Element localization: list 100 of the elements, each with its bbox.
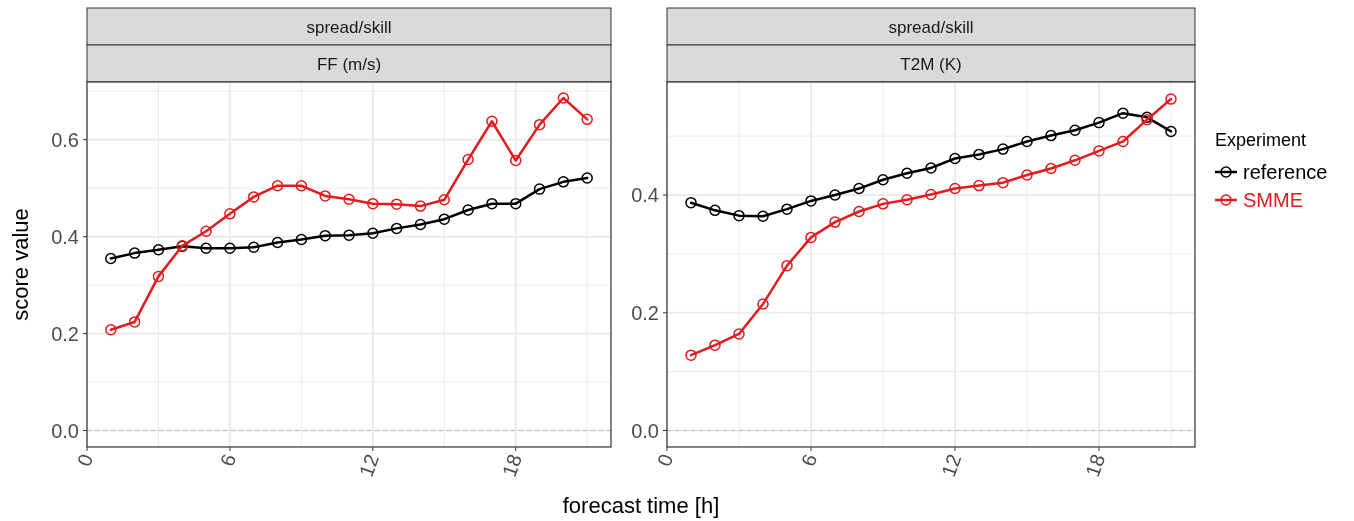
- chart-title: spread/skill: [306, 17, 392, 37]
- x-tick-label: 12: [354, 451, 384, 480]
- point: [1069, 154, 1081, 167]
- point: [390, 198, 403, 210]
- point: [271, 236, 284, 249]
- point: [414, 200, 427, 212]
- point: [128, 247, 141, 259]
- point: [853, 182, 865, 195]
- point: [1021, 169, 1033, 181]
- point: [533, 118, 546, 131]
- point: [805, 195, 817, 207]
- point: [973, 148, 985, 161]
- point: [581, 172, 593, 184]
- x-tick-label: 12: [937, 451, 966, 480]
- point: [509, 154, 522, 167]
- point: [877, 173, 889, 186]
- chart-title: spread/skill: [888, 17, 974, 37]
- x-tick-label: 18: [1081, 451, 1110, 480]
- point: [1093, 116, 1105, 129]
- chart-subtitle: FF (m/s): [316, 54, 382, 74]
- point: [877, 198, 889, 210]
- point: [271, 179, 284, 192]
- legend-label: SMME: [1243, 189, 1303, 211]
- y-axis-title: score value: [8, 208, 33, 321]
- x-tick-label: 0: [652, 451, 678, 470]
- x-tick-label: 0: [72, 451, 98, 470]
- point: [152, 243, 165, 256]
- point: [757, 210, 769, 222]
- point: [925, 188, 937, 201]
- chart-subtitle: T2M (K): [900, 54, 962, 74]
- point: [557, 176, 570, 188]
- point: [343, 193, 355, 206]
- point: [367, 197, 379, 210]
- y-tick-label: 0.2: [51, 322, 79, 345]
- point: [367, 227, 379, 239]
- point: [1165, 93, 1177, 105]
- x-tick-label: 6: [796, 451, 822, 470]
- point: [829, 216, 841, 228]
- point: [224, 242, 236, 255]
- point: [105, 323, 117, 336]
- point: [733, 328, 745, 340]
- point: [581, 113, 593, 126]
- point: [973, 179, 985, 192]
- point: [295, 233, 308, 246]
- y-tick-label: 0.0: [631, 419, 659, 442]
- point: [829, 189, 841, 201]
- point: [685, 196, 697, 209]
- point: [105, 252, 117, 265]
- point: [343, 229, 355, 241]
- point: [997, 176, 1009, 189]
- point: [757, 298, 769, 310]
- point: [200, 225, 212, 238]
- point: [1069, 124, 1081, 137]
- point: [1045, 162, 1057, 175]
- point: [805, 231, 817, 244]
- point: [1093, 145, 1105, 157]
- y-tick-label: 0.4: [51, 225, 79, 248]
- point: [319, 229, 331, 242]
- point: [486, 197, 498, 210]
- point: [1021, 135, 1033, 148]
- point: [438, 194, 451, 206]
- y-tick-label: 0.4: [631, 184, 659, 207]
- point: [224, 208, 236, 220]
- point: [462, 153, 474, 166]
- point: [486, 115, 498, 128]
- point: [997, 143, 1009, 155]
- point: [557, 92, 570, 104]
- point: [152, 270, 165, 283]
- point: [949, 152, 961, 165]
- point: [200, 242, 212, 255]
- point: [533, 183, 546, 195]
- point: [709, 339, 721, 351]
- point: [781, 259, 793, 272]
- point: [462, 204, 474, 216]
- x-tick-label: 18: [497, 451, 527, 480]
- point: [1165, 125, 1177, 138]
- point: [390, 222, 403, 235]
- point: [1117, 135, 1129, 148]
- legend-title: Experiment: [1215, 130, 1307, 150]
- point: [901, 193, 913, 206]
- point: [1045, 129, 1057, 142]
- x-axis-title: forecast time [h]: [562, 493, 720, 518]
- point: [128, 316, 141, 328]
- point: [1117, 107, 1129, 119]
- point: [925, 162, 937, 174]
- point: [733, 209, 745, 222]
- point: [509, 197, 522, 210]
- point: [685, 349, 697, 361]
- legend-label: reference: [1243, 161, 1328, 183]
- point: [438, 213, 451, 225]
- point: [781, 203, 793, 215]
- point: [247, 241, 260, 254]
- point: [295, 179, 308, 192]
- y-tick-label: 0.0: [51, 419, 79, 442]
- point: [949, 182, 961, 195]
- point: [709, 204, 721, 217]
- point: [853, 205, 865, 218]
- point: [901, 167, 913, 179]
- point: [319, 190, 331, 202]
- y-tick-label: 0.2: [631, 301, 659, 324]
